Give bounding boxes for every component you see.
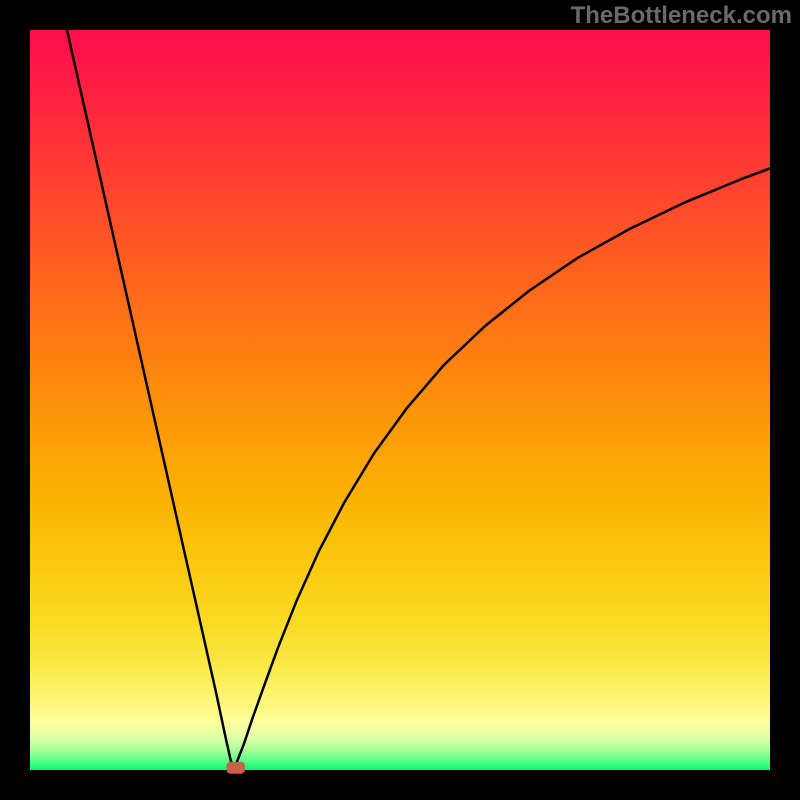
optimal-marker [226, 762, 245, 774]
chart-svg [0, 0, 800, 800]
bottleneck-chart: TheBottleneck.com [0, 0, 800, 800]
plot-area [30, 30, 770, 770]
watermark-text: TheBottleneck.com [571, 2, 792, 30]
